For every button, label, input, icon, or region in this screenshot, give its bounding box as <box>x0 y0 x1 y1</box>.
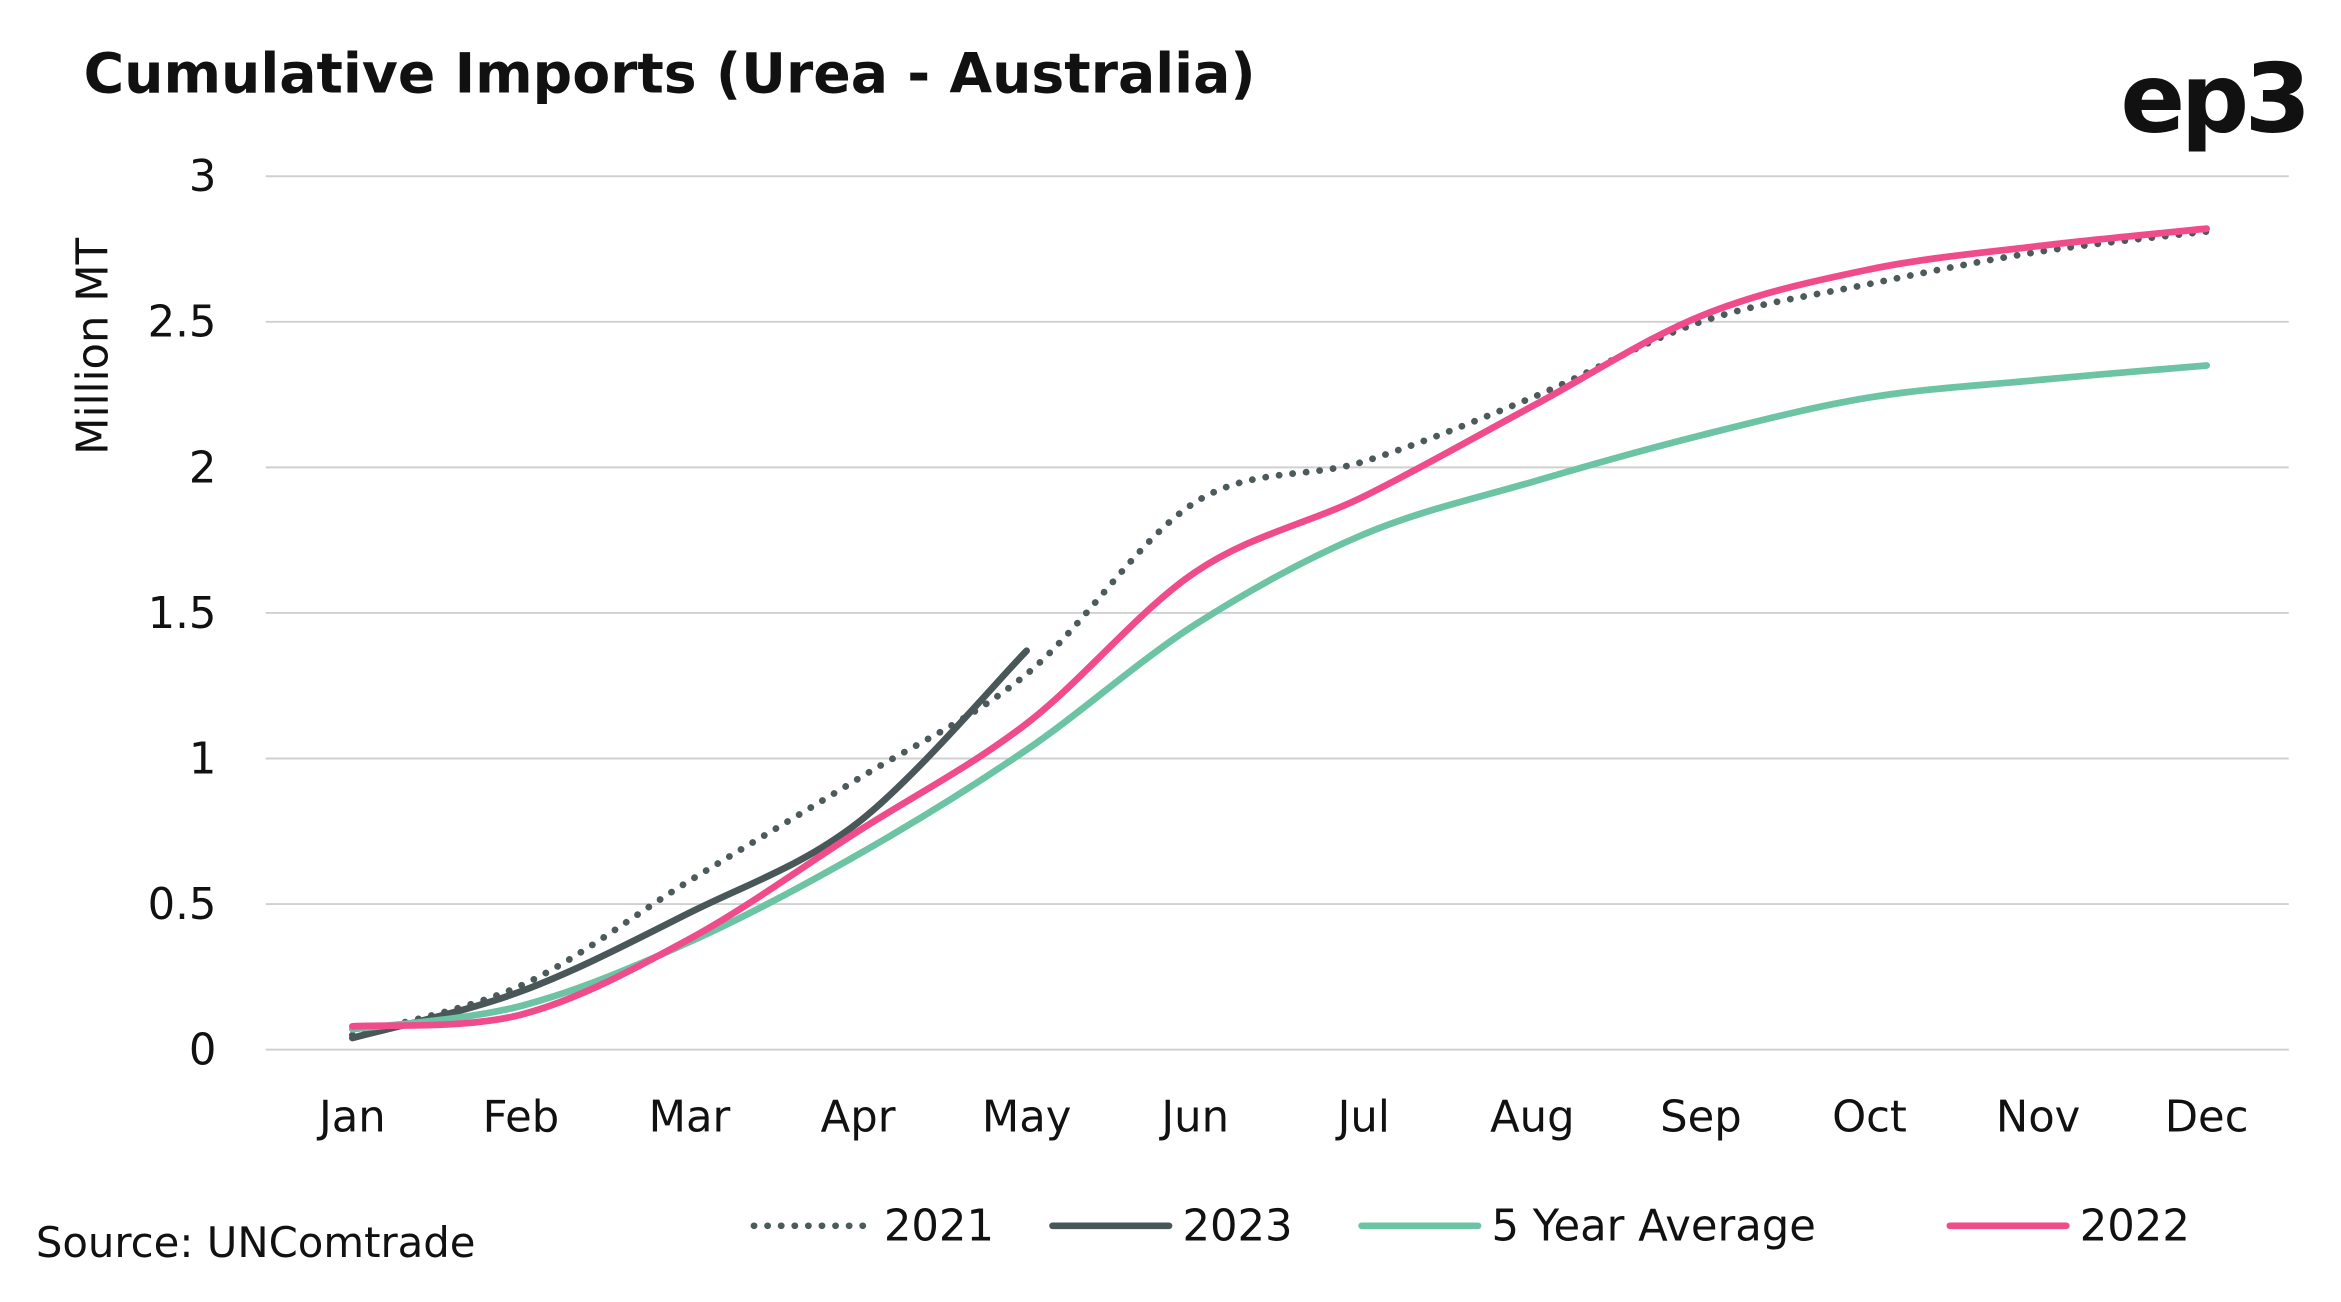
x-tick-label: Jan <box>316 1093 386 1143</box>
y-tick-label: 0 <box>189 1026 217 1076</box>
x-tick-label: Dec <box>2165 1093 2249 1143</box>
y-tick-label: 3 <box>189 152 217 202</box>
data-line <box>348 225 2210 1030</box>
y-tick-label: 2 <box>189 443 217 493</box>
x-tick-label: Jun <box>1158 1093 1229 1143</box>
data-line <box>348 647 1030 1042</box>
x-tick-label: Jul <box>1335 1093 1390 1143</box>
x-tick-label: Aug <box>1490 1093 1575 1143</box>
x-tick-label: Oct <box>1832 1093 1907 1143</box>
chart-title: Cumulative Imports (Urea - Australia) <box>84 43 1256 107</box>
legend-label: 2021 <box>884 1202 994 1252</box>
source-note: Source: UNComtrade <box>36 1218 476 1267</box>
logo: ep3 <box>2120 42 2306 154</box>
x-tick-label: Nov <box>1996 1093 2080 1143</box>
y-tick-label: 1.5 <box>148 589 217 639</box>
data-line <box>348 362 2210 1033</box>
x-tick-label: Sep <box>1660 1093 1742 1143</box>
y-tick-label: 1 <box>189 734 217 784</box>
x-tick-label: Feb <box>483 1093 560 1143</box>
x-tick-label: Mar <box>649 1093 731 1143</box>
legend-label: 2022 <box>2080 1202 2190 1252</box>
legend-label: 2023 <box>1182 1202 1292 1252</box>
y-tick-label: 0.5 <box>148 880 217 930</box>
x-tick-label: May <box>982 1093 1071 1143</box>
data-line <box>348 228 2210 1039</box>
y-axis-label: Million MT <box>68 237 118 454</box>
x-tick-label: Apr <box>821 1093 896 1143</box>
legend-label: 5 Year Average <box>1491 1202 1815 1252</box>
y-tick-label: 2.5 <box>148 298 217 348</box>
